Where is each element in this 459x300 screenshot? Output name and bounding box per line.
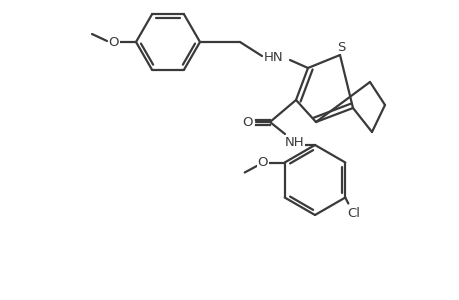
- Text: S: S: [336, 40, 344, 53]
- Text: Cl: Cl: [346, 207, 359, 220]
- Text: O: O: [108, 35, 119, 49]
- Text: O: O: [257, 156, 267, 169]
- Text: HN: HN: [263, 50, 283, 64]
- Text: O: O: [242, 116, 253, 128]
- Text: NH: NH: [285, 136, 304, 148]
